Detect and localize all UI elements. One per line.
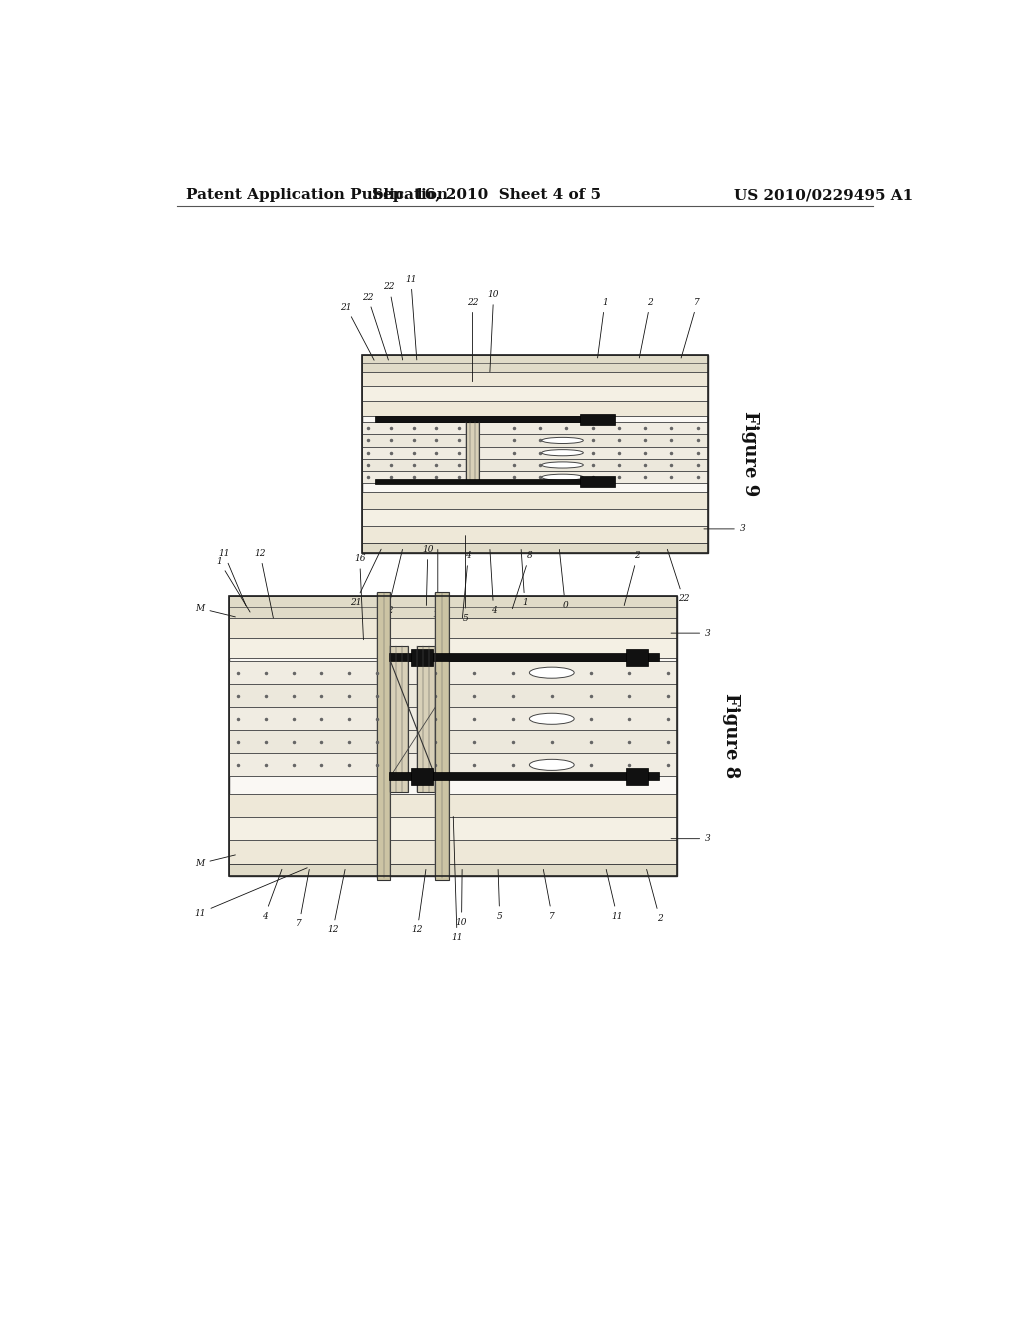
Bar bbox=[229, 730, 677, 754]
Bar bbox=[361, 371, 708, 387]
Text: 11: 11 bbox=[406, 275, 417, 360]
Ellipse shape bbox=[529, 713, 574, 725]
Text: 16: 16 bbox=[354, 554, 366, 640]
Bar bbox=[361, 422, 708, 434]
Text: M: M bbox=[196, 855, 236, 869]
Bar bbox=[361, 355, 708, 553]
Ellipse shape bbox=[542, 462, 584, 469]
Text: 12: 12 bbox=[327, 870, 345, 935]
Text: M: M bbox=[196, 603, 236, 616]
Bar bbox=[229, 684, 677, 708]
Text: 22: 22 bbox=[384, 282, 402, 360]
Text: 2: 2 bbox=[625, 552, 640, 606]
Bar bbox=[229, 754, 677, 776]
Text: 4: 4 bbox=[489, 549, 497, 615]
Text: 10: 10 bbox=[487, 290, 500, 372]
Bar bbox=[361, 401, 708, 416]
Bar bbox=[435, 591, 449, 880]
Text: 11: 11 bbox=[432, 549, 443, 619]
Text: 5: 5 bbox=[463, 536, 468, 623]
Bar bbox=[418, 645, 435, 792]
Text: 1: 1 bbox=[598, 298, 608, 358]
Text: 2: 2 bbox=[639, 298, 653, 358]
Bar bbox=[361, 543, 708, 553]
Bar bbox=[361, 434, 708, 446]
Text: 10: 10 bbox=[456, 870, 467, 927]
Text: 7: 7 bbox=[296, 870, 309, 928]
Ellipse shape bbox=[529, 667, 574, 678]
Text: 1: 1 bbox=[521, 549, 527, 607]
Text: 22: 22 bbox=[668, 549, 689, 603]
Bar bbox=[229, 708, 677, 730]
Text: 7: 7 bbox=[544, 870, 555, 920]
Text: US 2010/0229495 A1: US 2010/0229495 A1 bbox=[734, 189, 913, 202]
Bar bbox=[229, 841, 677, 863]
Bar bbox=[229, 661, 677, 684]
Bar bbox=[389, 772, 659, 780]
Bar bbox=[361, 525, 708, 543]
Bar bbox=[229, 863, 677, 876]
Text: 12: 12 bbox=[382, 549, 402, 615]
Bar bbox=[361, 446, 708, 459]
Text: 2: 2 bbox=[646, 870, 663, 923]
Ellipse shape bbox=[542, 450, 584, 455]
Text: 4: 4 bbox=[463, 552, 471, 618]
Text: 22: 22 bbox=[467, 298, 478, 381]
Text: 3: 3 bbox=[671, 628, 711, 638]
Bar bbox=[389, 653, 659, 661]
Text: Figure 9: Figure 9 bbox=[741, 411, 760, 496]
Text: 1: 1 bbox=[216, 557, 250, 612]
Bar bbox=[229, 638, 677, 659]
Text: 21: 21 bbox=[340, 302, 374, 360]
Text: 10: 10 bbox=[422, 545, 433, 606]
Bar bbox=[229, 793, 677, 817]
Bar bbox=[229, 595, 677, 876]
Text: 3: 3 bbox=[671, 834, 711, 843]
Bar bbox=[627, 648, 648, 665]
Bar bbox=[627, 768, 648, 785]
Bar bbox=[361, 471, 708, 483]
Bar bbox=[229, 595, 677, 876]
Text: Sep. 16, 2010  Sheet 4 of 5: Sep. 16, 2010 Sheet 4 of 5 bbox=[372, 189, 601, 202]
Text: 0: 0 bbox=[559, 549, 568, 610]
Bar bbox=[361, 355, 708, 371]
Bar bbox=[361, 355, 708, 553]
Text: 11: 11 bbox=[195, 867, 307, 917]
Bar bbox=[229, 595, 677, 618]
Text: Figure 8: Figure 8 bbox=[722, 693, 740, 779]
Bar bbox=[377, 591, 390, 880]
Text: 4: 4 bbox=[262, 870, 282, 920]
Bar bbox=[412, 768, 433, 785]
Bar bbox=[376, 479, 584, 484]
Bar bbox=[229, 817, 677, 841]
Text: 3: 3 bbox=[703, 524, 745, 533]
Ellipse shape bbox=[542, 437, 584, 444]
Ellipse shape bbox=[542, 474, 584, 480]
Ellipse shape bbox=[529, 759, 574, 771]
Bar bbox=[361, 459, 708, 471]
Bar bbox=[361, 492, 708, 510]
Bar bbox=[361, 387, 708, 401]
Bar bbox=[390, 645, 409, 792]
Text: 22: 22 bbox=[361, 293, 388, 360]
Text: 7: 7 bbox=[681, 298, 700, 358]
Text: 11: 11 bbox=[452, 817, 463, 942]
Bar bbox=[361, 510, 708, 525]
Text: 5: 5 bbox=[497, 870, 503, 920]
Text: Patent Application Publication: Patent Application Publication bbox=[186, 189, 449, 202]
Text: 11: 11 bbox=[218, 549, 246, 606]
Bar bbox=[580, 413, 614, 425]
Bar bbox=[580, 475, 614, 487]
Text: 11: 11 bbox=[606, 870, 623, 920]
Text: 12: 12 bbox=[412, 870, 426, 935]
Text: 8: 8 bbox=[512, 552, 532, 609]
Bar bbox=[412, 648, 433, 665]
Text: 21: 21 bbox=[349, 549, 381, 607]
Bar bbox=[466, 422, 479, 483]
Text: 12: 12 bbox=[254, 549, 273, 618]
Bar bbox=[376, 417, 584, 422]
Bar bbox=[229, 618, 677, 638]
